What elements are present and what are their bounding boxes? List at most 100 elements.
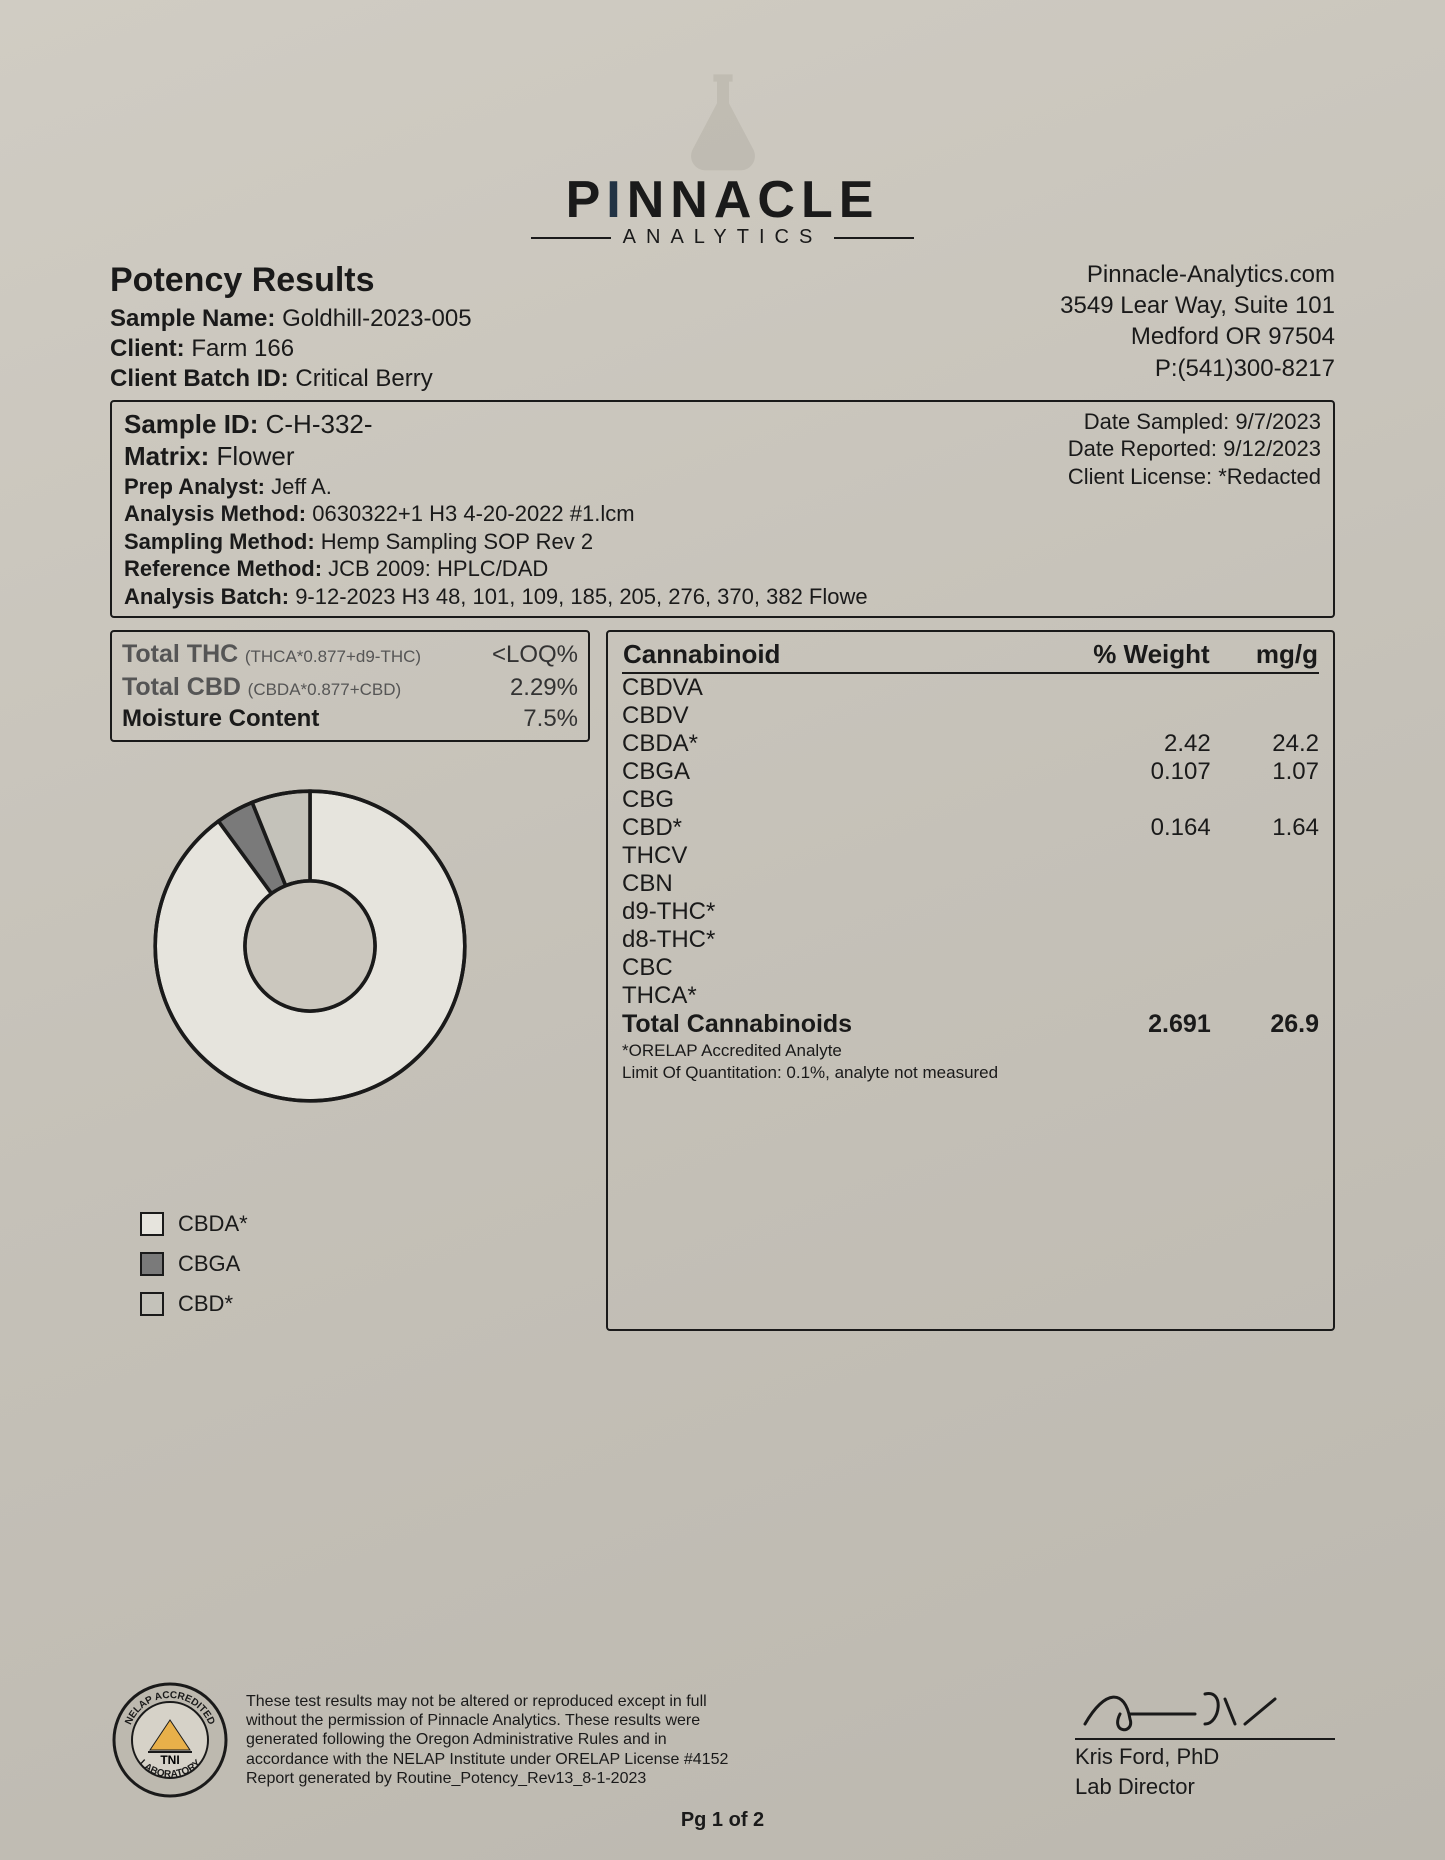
abatch: 9-12-2023 H3 48, 101, 109, 185, 205, 276…	[295, 584, 867, 609]
chart-area	[110, 766, 590, 1131]
cell-wt	[1011, 786, 1211, 814]
table-row: CBGA0.1071.07	[622, 758, 1319, 786]
legend-swatch	[140, 1252, 164, 1276]
cell-name: CBGA	[622, 758, 1011, 786]
cell-mg: 1.07	[1211, 758, 1319, 786]
cell-name: CBG	[622, 786, 1011, 814]
th-mgg: mg/g	[1211, 638, 1319, 673]
table-row: CBDV	[622, 702, 1319, 730]
table-row: CBDA*2.4224.2	[622, 730, 1319, 758]
cell-wt	[1011, 673, 1211, 702]
reported-label: Date Reported:	[1068, 436, 1217, 461]
cell-wt	[1011, 898, 1211, 926]
prep: Jeff A.	[271, 474, 332, 499]
cbd-formula: (CBDA*0.877+CBD)	[248, 680, 402, 699]
cell-name: THCA*	[622, 982, 1011, 1010]
legend-label: CBDA*	[178, 1211, 248, 1237]
summary-box: Total THC (THCA*0.877+d9-THC) <LOQ% Tota…	[110, 630, 590, 742]
sample-id-label: Sample ID:	[124, 409, 258, 439]
sample-name-label: Sample Name:	[110, 305, 275, 332]
signature-block: Kris Ford, PhD Lab Director	[1075, 1679, 1335, 1800]
footer: NELAP ACCREDITED LABORATORY TNI These te…	[110, 1679, 1335, 1800]
legend-item: CBDA*	[140, 1211, 590, 1237]
table-row: CBN	[622, 870, 1319, 898]
method: 0630322+1 H3 4-20-2022 #1.lcm	[312, 501, 634, 526]
signature-icon	[1075, 1679, 1295, 1739]
cell-name: CBC	[622, 954, 1011, 982]
legend-item: CBD*	[140, 1291, 590, 1317]
cell-name: d8-THC*	[622, 926, 1011, 954]
name-accent: I	[606, 171, 626, 229]
cell-wt	[1011, 870, 1211, 898]
footnote-2: Limit Of Quantitation: 0.1%, analyte not…	[622, 1063, 1319, 1083]
client-label: Client:	[110, 335, 185, 362]
legend-label: CBGA	[178, 1251, 240, 1277]
cell-wt	[1011, 702, 1211, 730]
cell-wt	[1011, 982, 1211, 1010]
mid-row: Total THC (THCA*0.877+d9-THC) <LOQ% Tota…	[110, 630, 1335, 1331]
ref: JCB 2009: HPLC/DAD	[328, 556, 548, 581]
cell-mg	[1211, 842, 1319, 870]
page-number: Pg 1 of 2	[0, 1809, 1445, 1832]
table-row: d9-THC*	[622, 898, 1319, 926]
cbd-val: 2.29%	[510, 672, 578, 703]
legend-swatch	[140, 1292, 164, 1316]
th-weight: % Weight	[1011, 638, 1211, 673]
cannabinoid-table-box: Cannabinoid % Weight mg/g CBDVACBDVCBDA*…	[606, 630, 1335, 1331]
name-pre: P	[566, 171, 607, 229]
client: Farm 166	[191, 335, 294, 362]
batch: Critical Berry	[295, 365, 432, 392]
cell-mg	[1211, 786, 1319, 814]
cell-mg: 24.2	[1211, 730, 1319, 758]
footnote-1: *ORELAP Accredited Analyte	[622, 1041, 1319, 1061]
table-row: d8-THC*	[622, 926, 1319, 954]
thc-val: <LOQ%	[492, 639, 578, 670]
info-right: Date Sampled: 9/7/2023 Date Reported: 9/…	[1068, 408, 1321, 611]
flask-icon	[663, 60, 783, 180]
cell-mg	[1211, 898, 1319, 926]
ref-label: Reference Method:	[124, 556, 322, 581]
logo-block: PINNACLE ANALYTICS	[110, 60, 1335, 249]
thc-label: Total THC	[122, 640, 238, 668]
th-cannabinoid: Cannabinoid	[622, 638, 1011, 673]
total-wt: 2.691	[1011, 1010, 1211, 1039]
cbd-label: Total CBD	[122, 673, 241, 701]
header-right: Pinnacle-Analytics.com 3549 Lear Way, Su…	[1060, 259, 1335, 384]
license: *Redacted	[1218, 464, 1321, 489]
total-label: Total Cannabinoids	[622, 1010, 1011, 1039]
rule-left	[531, 237, 611, 239]
table-row: THCV	[622, 842, 1319, 870]
cell-mg	[1211, 926, 1319, 954]
cell-name: CBD*	[622, 814, 1011, 842]
cell-mg	[1211, 702, 1319, 730]
legend-item: CBGA	[140, 1251, 590, 1277]
cell-mg: 1.64	[1211, 814, 1319, 842]
rule-right	[834, 237, 914, 239]
signer-title: Lab Director	[1075, 1774, 1335, 1800]
sample-id: C-H-332-	[266, 409, 373, 439]
donut-chart	[130, 766, 490, 1126]
header-row: Potency Results Sample Name: Goldhill-20…	[110, 259, 1335, 394]
cell-wt	[1011, 926, 1211, 954]
prep-label: Prep Analyst:	[124, 474, 265, 499]
table-row: CBC	[622, 954, 1319, 982]
seal-mid: TNI	[160, 1753, 179, 1767]
report-title: Potency Results	[110, 259, 472, 302]
cell-wt: 0.164	[1011, 814, 1211, 842]
cell-wt: 0.107	[1011, 758, 1211, 786]
cell-name: CBDVA	[622, 673, 1011, 702]
table-row: CBG	[622, 786, 1319, 814]
cell-name: d9-THC*	[622, 898, 1011, 926]
phone: P:(541)300-8217	[1060, 353, 1335, 384]
matrix: Flower	[216, 441, 294, 471]
total-mg: 26.9	[1211, 1010, 1319, 1039]
company-subtitle: ANALYTICS	[110, 226, 1335, 249]
sampling-label: Sampling Method:	[124, 529, 315, 554]
thc-formula: (THCA*0.877+d9-THC)	[245, 647, 421, 666]
info-box: Sample ID: C-H-332- Matrix: Flower Prep …	[110, 400, 1335, 619]
batch-label: Client Batch ID:	[110, 365, 289, 392]
legend-swatch	[140, 1212, 164, 1236]
moisture-label: Moisture Content	[122, 703, 319, 734]
cannabinoid-table: Cannabinoid % Weight mg/g CBDVACBDVCBDA*…	[622, 638, 1319, 1039]
website: Pinnacle-Analytics.com	[1060, 259, 1335, 290]
